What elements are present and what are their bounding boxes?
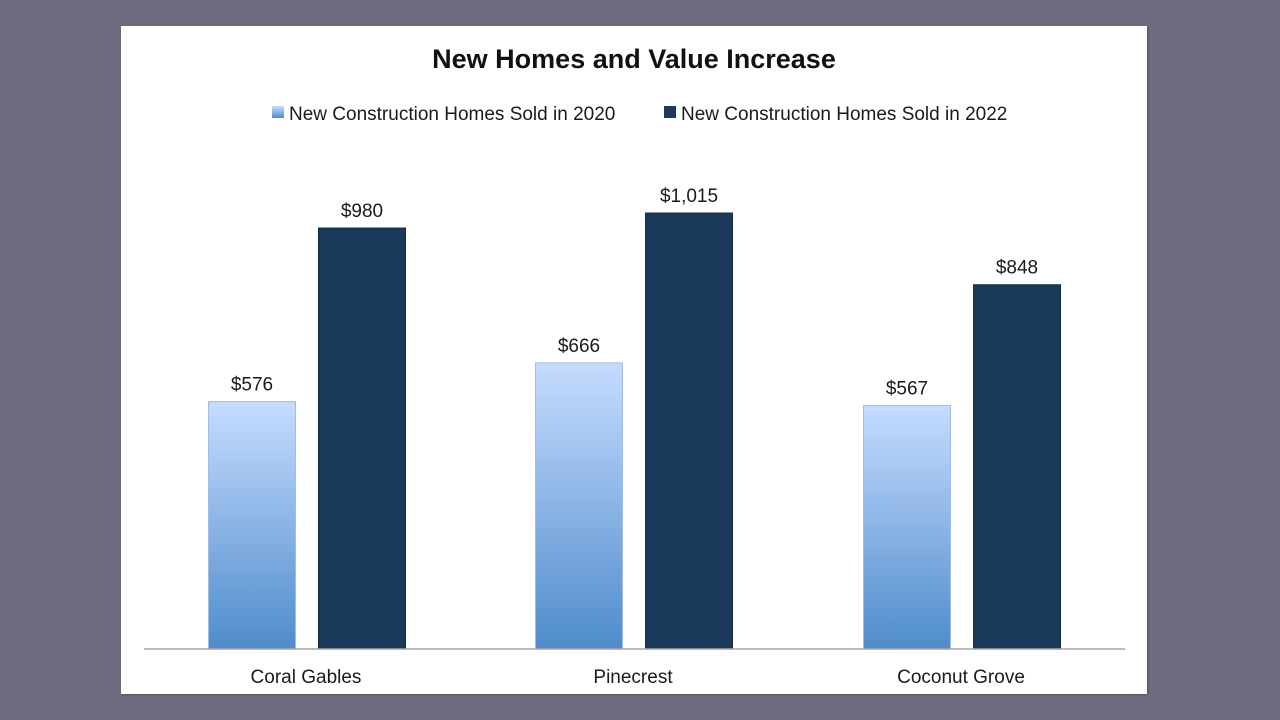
x-axis-ticks: Coral Gables Pinecrest Coconut Grove <box>251 667 1025 688</box>
legend-label-2022: New Construction Homes Sold in 2022 <box>681 104 1007 125</box>
legend: New Construction Homes Sold in 2020 New … <box>272 104 1007 125</box>
data-label-2022-coconut-grove: $848 <box>996 258 1038 279</box>
chart-panel: New Homes and Value Increase New Constru… <box>121 26 1147 694</box>
x-tick-label-coral-gables: Coral Gables <box>251 667 362 688</box>
x-tick-label-coconut-grove: Coconut Grove <box>897 667 1025 688</box>
bar-chart: New Homes and Value Increase New Constru… <box>144 44 1125 688</box>
bar-2022-pinecrest <box>645 212 733 650</box>
data-label-2022-pinecrest: $1,015 <box>660 186 718 207</box>
data-label-2022-coral-gables: $980 <box>341 201 383 222</box>
bar-2020-coconut-grove <box>863 404 951 650</box>
data-label-2020-coconut-grove: $567 <box>886 378 928 399</box>
chart-title: New Homes and Value Increase <box>432 44 836 74</box>
legend-label-2020: New Construction Homes Sold in 2020 <box>289 104 615 125</box>
bar-2022-coral-gables <box>318 227 406 650</box>
bar-2022-coconut-grove <box>973 284 1061 650</box>
bars-layer: $576 $980 $666 $1,015 $567 $848 <box>208 186 1061 650</box>
bar-2020-coral-gables <box>208 401 296 650</box>
data-label-2020-coral-gables: $576 <box>231 375 273 396</box>
bar-2020-pinecrest <box>535 362 623 650</box>
x-tick-label-pinecrest: Pinecrest <box>593 667 673 688</box>
legend-swatch-2022 <box>664 106 676 118</box>
legend-swatch-2020 <box>272 106 284 118</box>
data-label-2020-pinecrest: $666 <box>558 336 600 357</box>
